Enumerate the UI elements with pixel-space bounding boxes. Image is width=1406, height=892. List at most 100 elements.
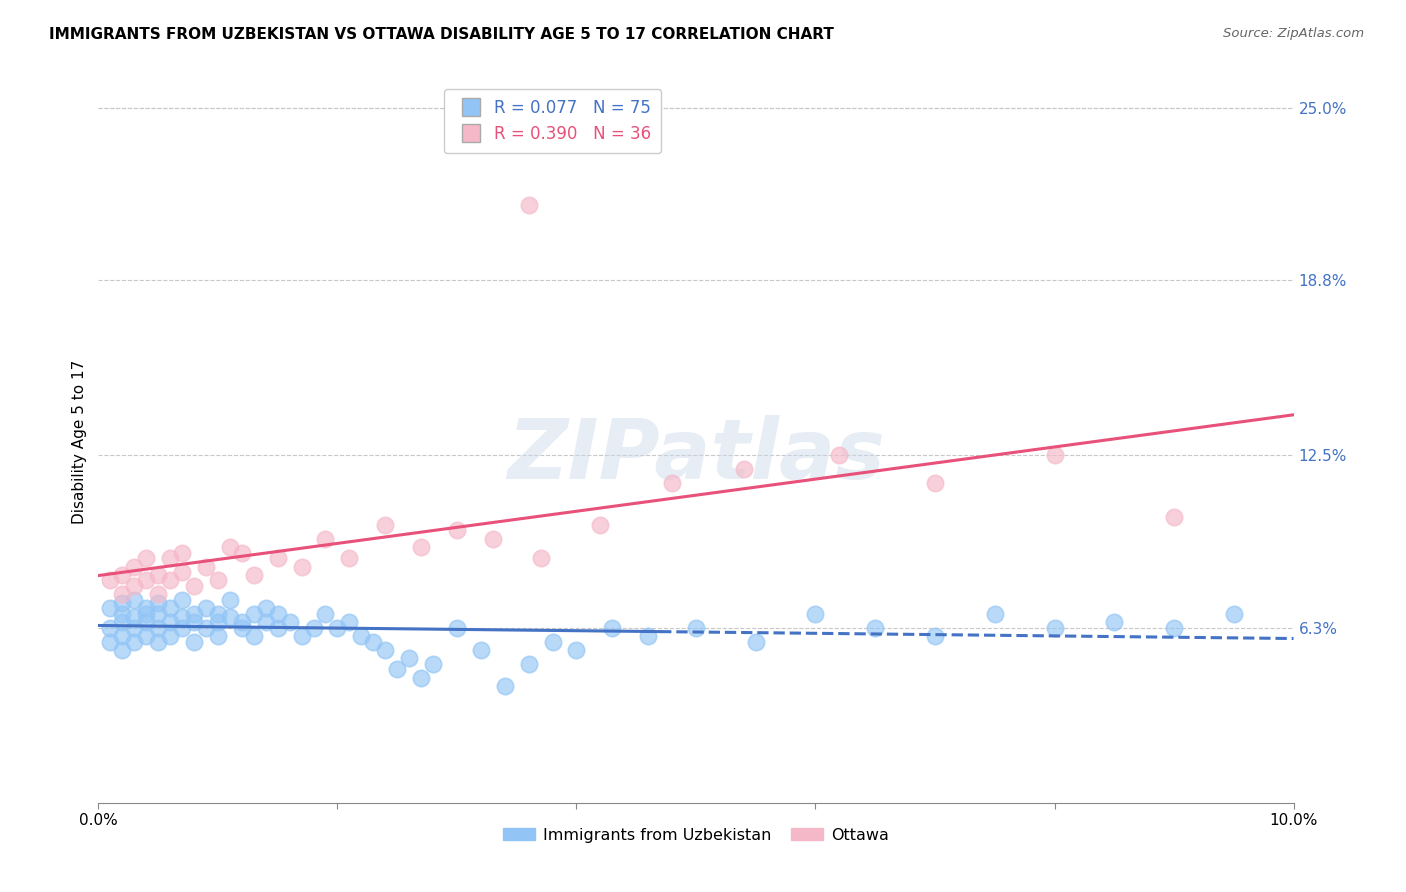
- Point: [111, 629, 134, 643]
- Point: [183, 579, 205, 593]
- Point: [243, 607, 266, 621]
- Point: [148, 596, 170, 610]
- Point: [302, 621, 325, 635]
- Point: [159, 615, 181, 630]
- Point: [411, 540, 433, 554]
- Point: [135, 601, 157, 615]
- Point: [159, 551, 181, 566]
- Point: [172, 565, 194, 579]
- Point: [278, 615, 301, 630]
- Point: [482, 532, 505, 546]
- Point: [924, 629, 946, 643]
- Point: [124, 634, 146, 648]
- Point: [984, 607, 1007, 621]
- Y-axis label: Disability Age 5 to 17: Disability Age 5 to 17: [72, 359, 87, 524]
- Point: [219, 593, 242, 607]
- Point: [291, 559, 314, 574]
- Point: [111, 596, 134, 610]
- Point: [267, 551, 290, 566]
- Point: [602, 621, 624, 635]
- Point: [111, 607, 134, 621]
- Point: [804, 607, 827, 621]
- Point: [828, 449, 851, 463]
- Point: [159, 574, 181, 588]
- Point: [159, 601, 181, 615]
- Point: [135, 574, 157, 588]
- Text: ZIPatlas: ZIPatlas: [508, 416, 884, 497]
- Point: [243, 568, 266, 582]
- Point: [363, 634, 385, 648]
- Point: [207, 615, 229, 630]
- Point: [148, 634, 170, 648]
- Point: [195, 621, 218, 635]
- Point: [685, 621, 707, 635]
- Point: [398, 651, 420, 665]
- Point: [124, 621, 146, 635]
- Point: [374, 643, 396, 657]
- Legend: Immigrants from Uzbekistan, Ottawa: Immigrants from Uzbekistan, Ottawa: [496, 822, 896, 849]
- Point: [172, 621, 194, 635]
- Point: [183, 615, 205, 630]
- Point: [637, 629, 659, 643]
- Point: [231, 615, 253, 630]
- Point: [422, 657, 444, 671]
- Point: [124, 609, 146, 624]
- Point: [1043, 621, 1066, 635]
- Point: [172, 593, 194, 607]
- Point: [661, 476, 683, 491]
- Point: [207, 574, 229, 588]
- Point: [339, 551, 361, 566]
- Point: [1163, 509, 1185, 524]
- Point: [446, 524, 468, 538]
- Point: [350, 629, 373, 643]
- Point: [111, 643, 134, 657]
- Point: [135, 607, 157, 621]
- Point: [183, 634, 205, 648]
- Point: [172, 609, 194, 624]
- Point: [291, 629, 314, 643]
- Point: [517, 198, 540, 212]
- Point: [385, 662, 409, 676]
- Point: [865, 621, 887, 635]
- Point: [231, 621, 253, 635]
- Point: [1163, 621, 1185, 635]
- Point: [267, 607, 290, 621]
- Point: [135, 615, 157, 630]
- Point: [98, 601, 122, 615]
- Point: [530, 551, 553, 566]
- Point: [326, 621, 349, 635]
- Point: [589, 517, 612, 532]
- Point: [207, 629, 229, 643]
- Point: [124, 559, 146, 574]
- Point: [98, 574, 122, 588]
- Point: [267, 621, 290, 635]
- Point: [159, 629, 181, 643]
- Point: [148, 607, 170, 621]
- Point: [541, 634, 564, 648]
- Point: [1223, 607, 1246, 621]
- Text: Source: ZipAtlas.com: Source: ZipAtlas.com: [1223, 27, 1364, 40]
- Point: [172, 546, 194, 560]
- Point: [254, 601, 277, 615]
- Point: [124, 593, 146, 607]
- Point: [148, 621, 170, 635]
- Point: [124, 579, 146, 593]
- Point: [148, 587, 170, 601]
- Point: [1043, 449, 1066, 463]
- Point: [135, 629, 157, 643]
- Point: [135, 551, 157, 566]
- Point: [243, 629, 266, 643]
- Point: [411, 671, 433, 685]
- Point: [565, 643, 588, 657]
- Point: [219, 609, 242, 624]
- Point: [470, 643, 492, 657]
- Point: [98, 621, 122, 635]
- Point: [195, 559, 218, 574]
- Point: [339, 615, 361, 630]
- Point: [98, 634, 122, 648]
- Point: [924, 476, 946, 491]
- Point: [315, 607, 337, 621]
- Point: [446, 621, 468, 635]
- Point: [494, 679, 516, 693]
- Point: [148, 568, 170, 582]
